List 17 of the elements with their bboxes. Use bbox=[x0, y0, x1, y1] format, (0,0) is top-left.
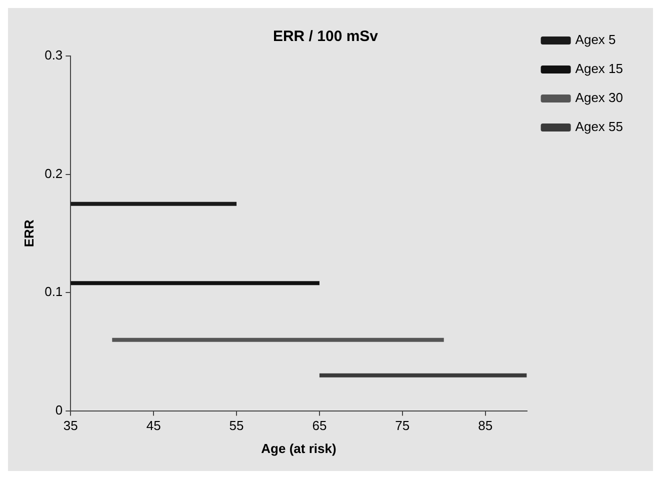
x-tick-label: 35 bbox=[63, 418, 78, 434]
y-tick-label: 0.3 bbox=[44, 48, 63, 63]
legend-label: Agex 5 bbox=[575, 32, 616, 48]
y-tick-label: 0.1 bbox=[44, 284, 63, 300]
y-tick-label: 0 bbox=[55, 402, 63, 418]
x-tick-label: 45 bbox=[146, 418, 161, 434]
legend-label: Agex 15 bbox=[575, 61, 623, 76]
y-axis-title: ERR bbox=[21, 219, 36, 248]
chart-title: ERR / 100 mSv bbox=[272, 28, 379, 46]
x-tick-label: 55 bbox=[229, 418, 244, 434]
x-axis-title: Age (at risk) bbox=[261, 440, 336, 456]
y-tick-label: 0.2 bbox=[44, 166, 63, 181]
x-tick-label: 85 bbox=[478, 418, 493, 434]
x-tick-label: 75 bbox=[395, 418, 410, 434]
x-tick-label: 65 bbox=[312, 418, 327, 434]
legend-label: Agex 55 bbox=[575, 119, 623, 134]
legend-label: Agex 30 bbox=[575, 90, 623, 106]
